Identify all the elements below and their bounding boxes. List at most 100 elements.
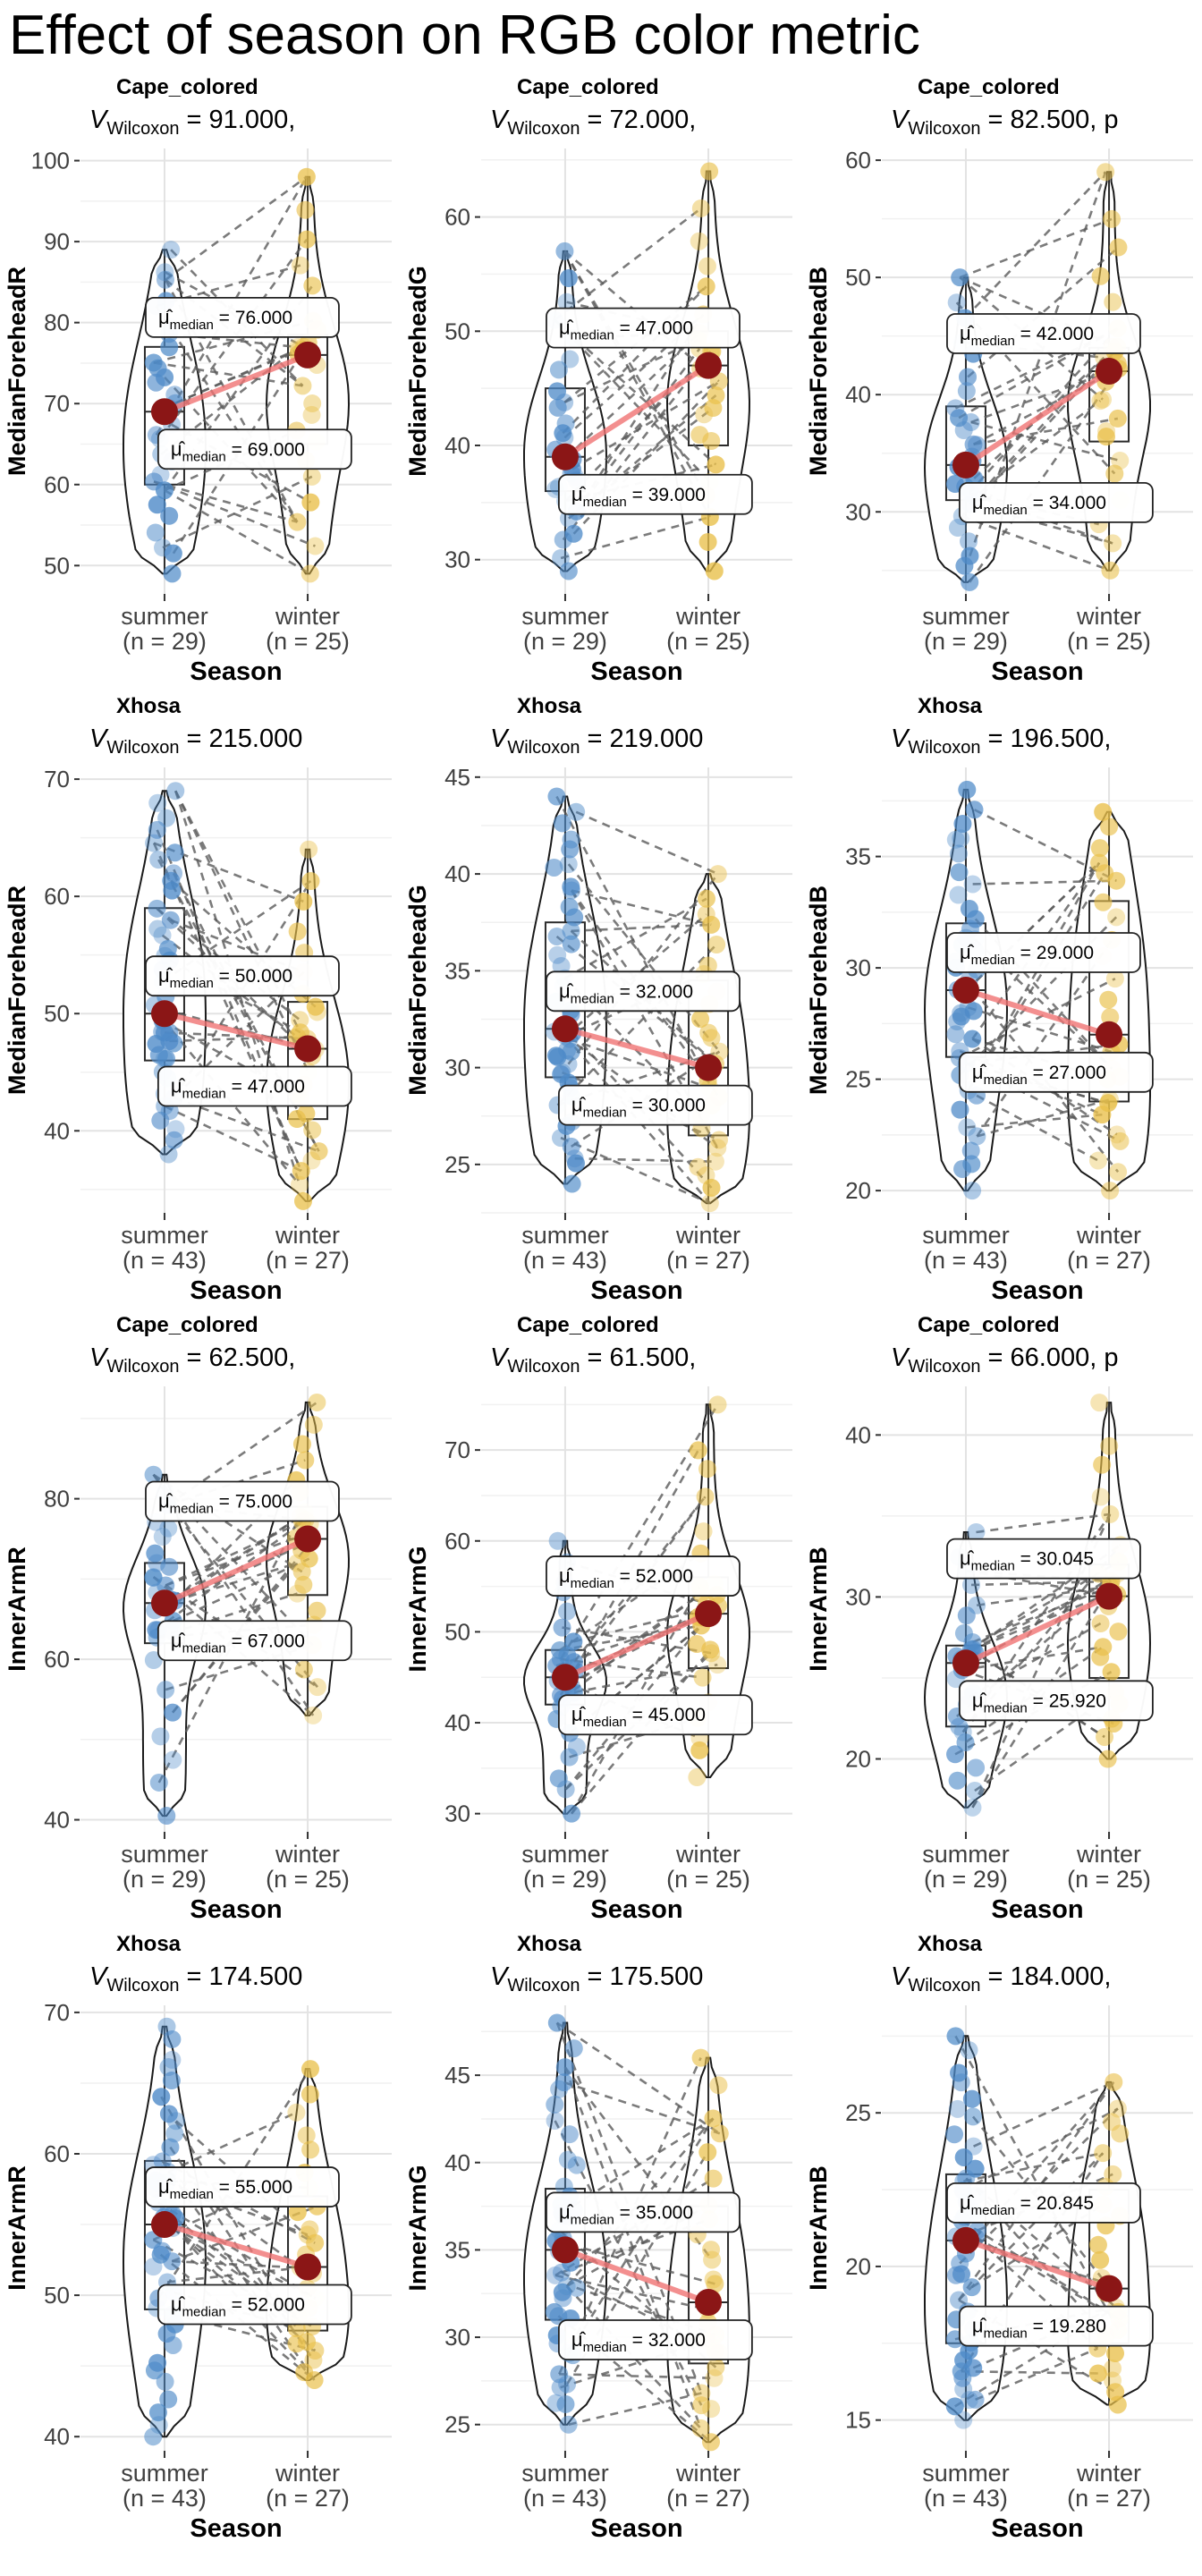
summer-point	[157, 1807, 176, 1826]
median-trend-line	[965, 987, 1110, 1038]
pair-line	[165, 1644, 314, 1691]
y-tick-label: 50	[444, 1619, 470, 1646]
pair-line	[959, 276, 1104, 401]
summer-point	[151, 465, 170, 484]
summer-point	[964, 1002, 983, 1021]
y-tick-label: 25	[845, 2099, 871, 2126]
x-tick-label-winter: winter	[675, 603, 741, 630]
pair-line	[970, 1648, 1105, 1739]
y-tick-label: 60	[845, 147, 871, 174]
pair-line	[575, 810, 719, 876]
x-tick-label-summer: summer	[521, 2460, 609, 2487]
winter-point	[708, 1656, 727, 1674]
x-tick-n-summer: (n = 43)	[924, 1247, 1008, 1274]
pair-line	[153, 480, 316, 547]
pair-line	[564, 1652, 713, 1791]
median-label: μ̂median = 29.000	[960, 941, 1094, 968]
x-tick-label-summer: summer	[521, 1222, 609, 1249]
winter-point	[691, 199, 710, 218]
summer-point	[554, 2073, 573, 2092]
winter-median-dot	[294, 2253, 322, 2281]
summer-point	[549, 360, 568, 379]
pair-line	[963, 171, 1107, 319]
winter-point	[708, 1395, 727, 1414]
summer-point	[957, 1606, 976, 1625]
page-title: Effect of season on RGB color metric	[9, 5, 920, 66]
panel-plot: μ̂median = 30.045 μ̂median = 25.920 20 30 40…	[805, 1386, 1193, 1924]
summer-point	[963, 1799, 982, 1818]
winter-point	[290, 1175, 309, 1194]
summer-point	[548, 945, 567, 964]
summer-point	[157, 809, 176, 827]
winter-point	[302, 468, 321, 487]
pair-line	[562, 285, 707, 435]
summer-point	[559, 562, 578, 580]
x-tick-label-winter: winter	[1076, 2460, 1141, 2487]
summer-point	[962, 2278, 981, 2297]
winter-point	[697, 277, 715, 296]
x-tick-n-summer: (n = 29)	[123, 628, 207, 655]
summer-point	[552, 957, 571, 976]
winter-point	[697, 1166, 715, 1185]
summer-point	[556, 414, 575, 433]
summer-point	[950, 863, 969, 882]
summer-point	[159, 1145, 178, 1164]
panel-medianforeheadr-cape_colored: Cape_colored VWilcoxon = 91.000, μ̂median …	[0, 72, 401, 691]
summer-point	[156, 263, 174, 282]
winter-point	[303, 394, 322, 413]
y-tick-label: 30	[444, 2324, 470, 2351]
winter-point	[1101, 561, 1120, 580]
plots-grid: Cape_colored VWilcoxon = 91.000, μ̂median …	[0, 72, 1202, 2547]
summer-point	[960, 2391, 978, 2410]
summer-point	[558, 2150, 577, 2169]
median-label: μ̂median = 47.000	[559, 317, 693, 343]
panel-innerarmr-cape_colored: Cape_colored VWilcoxon = 62.500, μ̂median …	[0, 1309, 401, 1928]
summer-point	[547, 928, 566, 946]
median-label: μ̂median = 32.000	[559, 979, 693, 1006]
facet-group-title: Cape_colored	[918, 75, 1060, 100]
median-label-box	[958, 1052, 1154, 1093]
summer-point	[163, 564, 182, 583]
summer-point	[156, 270, 174, 289]
x-axis-label: Season	[590, 1276, 682, 1305]
winter-point	[1101, 1505, 1120, 1524]
y-tick-label: 80	[44, 309, 70, 336]
summer-point	[966, 2391, 985, 2410]
summer-point	[960, 532, 978, 551]
pair-line	[164, 1031, 308, 1040]
summer-point	[946, 830, 965, 849]
median-label-box	[145, 2166, 340, 2208]
winter-point	[707, 936, 726, 954]
summer-point	[163, 2030, 182, 2049]
summer-point	[165, 864, 183, 883]
summer-point	[950, 409, 969, 428]
median-label-box	[145, 955, 340, 997]
median-label: μ̂median = 25.920	[972, 1689, 1106, 1716]
pair-line	[559, 1449, 699, 1696]
summer-point	[945, 2125, 964, 2144]
y-tick-label: 20	[845, 1177, 871, 1204]
facet-group-title: Cape_colored	[517, 1313, 659, 1338]
pair-line	[565, 2285, 702, 2429]
x-tick-label-summer: summer	[922, 1841, 1010, 1868]
median-label-box	[546, 970, 741, 1013]
x-tick-n-winter: (n = 27)	[1067, 2485, 1151, 2512]
y-tick-label: 60	[44, 1646, 70, 1673]
summer-point	[562, 877, 580, 896]
summer-point	[546, 2112, 564, 2131]
y-tick-label: 20	[845, 2253, 871, 2280]
summer-point	[548, 382, 567, 401]
x-tick-label-summer: summer	[521, 1841, 609, 1868]
pair-line	[562, 351, 712, 541]
summer-point	[962, 1576, 981, 1595]
winter-point	[706, 1152, 724, 1171]
summer-point	[144, 353, 163, 372]
pair-line	[973, 2080, 1114, 2148]
winter-point	[707, 386, 725, 405]
y-tick-label: 60	[44, 883, 70, 910]
stats-subtitle: VWilcoxon = 196.500,	[891, 724, 1112, 758]
facet-group-title: Cape_colored	[918, 1313, 1060, 1338]
winter-median-dot	[695, 1054, 723, 1081]
facet-group-title: Xhosa	[918, 694, 983, 719]
median-label: μ̂median = 47.000	[171, 1075, 305, 1102]
